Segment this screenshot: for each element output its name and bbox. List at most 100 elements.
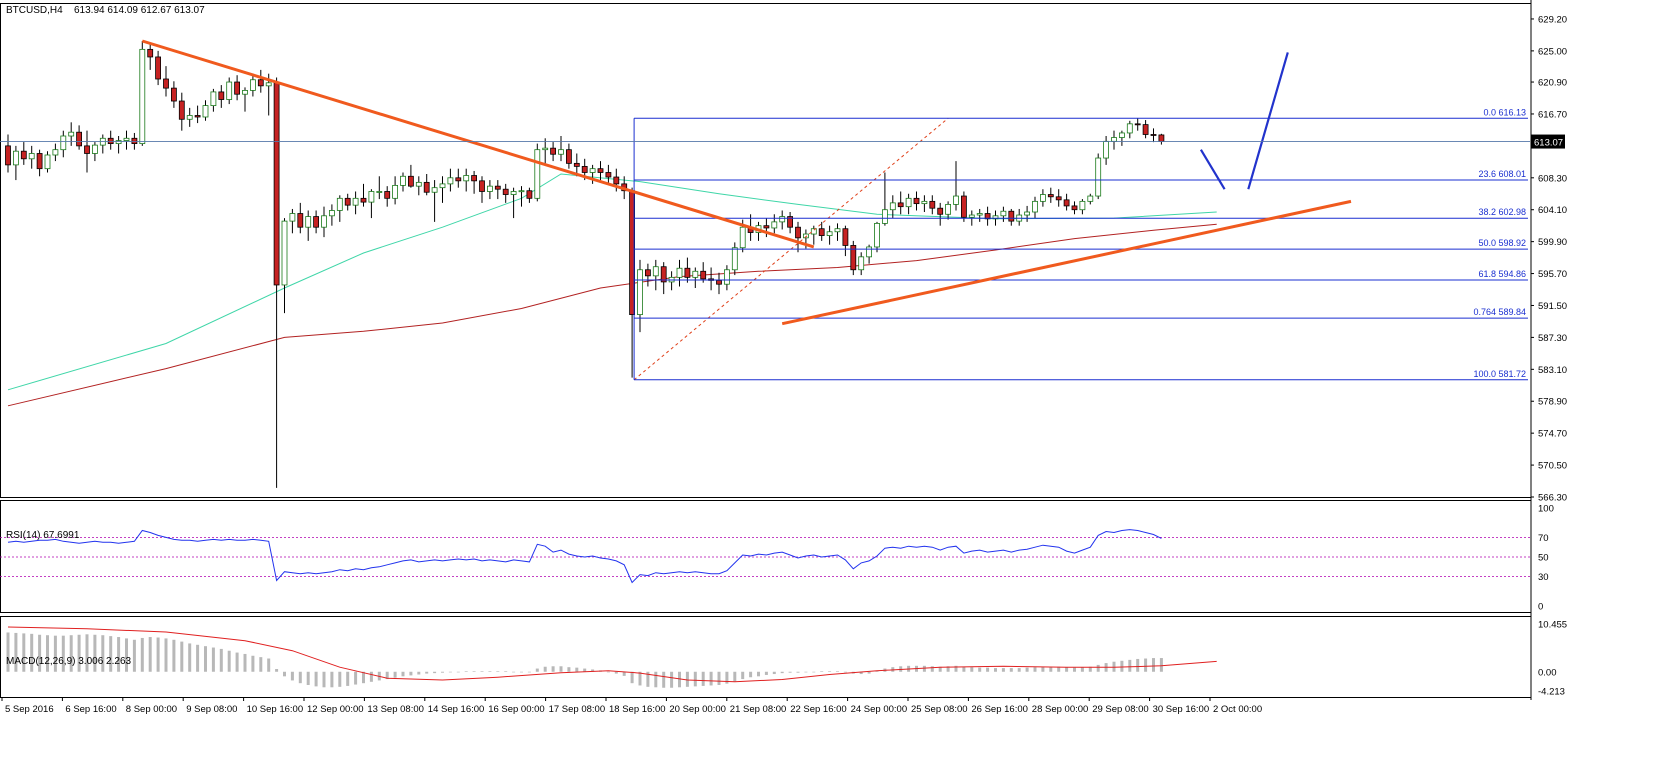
macd-histogram-bar (1041, 666, 1045, 672)
candle (202, 100, 209, 121)
candle (1040, 189, 1046, 207)
price-tick-label: 583.10 (1538, 365, 1567, 376)
candle (866, 244, 872, 264)
candle (676, 259, 683, 287)
candle (779, 210, 786, 230)
price-tick-label: 616.70 (1538, 109, 1567, 120)
candle-body-bull (1032, 200, 1038, 213)
candle-body-bear (929, 200, 936, 209)
candle (945, 201, 951, 220)
candle (668, 271, 675, 291)
macd-histogram-bar (1033, 667, 1037, 672)
candle-body-bear (297, 213, 304, 228)
macd-histogram-bar (235, 652, 239, 672)
macd-title: MACD(12,26,9) 3.006 2.263 (6, 656, 132, 667)
macd-histogram-bar (338, 671, 342, 687)
macd-histogram-bar (512, 671, 516, 673)
macd-histogram-bar (433, 671, 437, 674)
candle (858, 252, 865, 276)
macd-histogram-bar (606, 671, 610, 673)
candle-body-bull (352, 197, 359, 206)
chart-ohlc-label: 613.94 614.09 612.67 613.07 (74, 5, 205, 16)
candle-body-bull (92, 144, 98, 154)
macd-histogram-bar (472, 671, 476, 672)
time-tick-label: 24 Sep 00:00 (851, 704, 908, 715)
macd-histogram-bar (733, 671, 737, 682)
macd-histogram-bar (820, 671, 824, 672)
candle (44, 151, 51, 173)
candle (724, 265, 730, 291)
macd-histogram-bar (6, 632, 10, 672)
macd-histogram-bar (575, 667, 579, 672)
candle (645, 263, 651, 287)
time-tick-label: 25 Sep 08:00 (911, 704, 968, 715)
candle (352, 191, 359, 215)
macd-histogram-bar (662, 671, 666, 688)
candle-body-bull (486, 185, 493, 192)
candle (313, 210, 320, 234)
macd-histogram-bar (646, 671, 650, 687)
macd-histogram-bar (204, 646, 207, 672)
candle (1095, 153, 1102, 200)
current-price-line: 613.07 (0, 134, 1565, 149)
candle-body-bear (842, 228, 849, 246)
macd-histogram-bar (243, 653, 247, 672)
macd-histogram-bar (796, 671, 800, 673)
macd-histogram-bar (859, 671, 863, 675)
candle-body-bear (273, 82, 280, 286)
macd-histogram-bar (551, 666, 555, 672)
candle-body-bear (787, 216, 793, 228)
macd-histogram-bar (314, 671, 318, 687)
candle (810, 225, 817, 245)
moving-average-line-2 (7, 223, 1217, 407)
candle-body-bull (826, 231, 833, 236)
candle-body-bull (637, 269, 643, 316)
time-tick-label: 14 Sep 16:00 (428, 704, 485, 715)
candle (1126, 120, 1133, 139)
macd-histogram-bar (172, 639, 176, 672)
macd-histogram-bar (362, 671, 365, 684)
descending-trendline (141, 39, 815, 249)
candle-body-bull (123, 137, 130, 141)
candle (850, 240, 857, 276)
candle (913, 191, 920, 211)
candle (589, 164, 596, 184)
candle (226, 77, 233, 105)
candle (534, 143, 541, 202)
candle-body-bull (968, 214, 975, 218)
candle (178, 92, 185, 131)
macd-histogram-bar (259, 657, 263, 672)
time-tick-label: 16 Sep 00:00 (488, 704, 545, 715)
fib-level-label: 0.0 616.13 (1483, 107, 1526, 117)
candle-body-bull (44, 154, 51, 170)
candle (1047, 187, 1054, 203)
candle (123, 130, 130, 150)
macd-histogram-bar (480, 671, 484, 672)
candle (407, 164, 414, 188)
time-tick-label: 12 Sep 00:00 (307, 704, 364, 715)
candle-body-bear (234, 81, 241, 95)
candle-body-bull (321, 215, 327, 228)
candle-body-bull (1119, 132, 1125, 138)
candle (423, 174, 430, 196)
macd-histogram-bar (678, 671, 681, 688)
candle-body-bear (131, 137, 138, 144)
candle-body-bull (305, 216, 312, 228)
macd-histogram-bar (464, 671, 468, 672)
macd-histogram-bar (38, 634, 42, 672)
macd-histogram-bar (630, 671, 634, 684)
macd-histogram-bar (425, 671, 429, 674)
time-tick-label: 26 Sep 16:00 (971, 704, 1028, 715)
time-tick-label: 8 Sep 00:00 (126, 704, 177, 715)
macd-histogram-bar (922, 665, 926, 672)
candle-body-bear (1150, 134, 1157, 136)
macd-histogram-bar (504, 671, 508, 672)
candle-body-bear (20, 150, 27, 160)
candle-body-bull (1095, 157, 1102, 197)
fib-level-label: 23.6 608.01 (1478, 169, 1526, 179)
candle (1134, 118, 1141, 131)
macd-histogram-bar (488, 671, 492, 672)
candle (526, 187, 533, 203)
macd-histogram-bar (1128, 659, 1132, 672)
macd-histogram-bar (409, 671, 413, 676)
